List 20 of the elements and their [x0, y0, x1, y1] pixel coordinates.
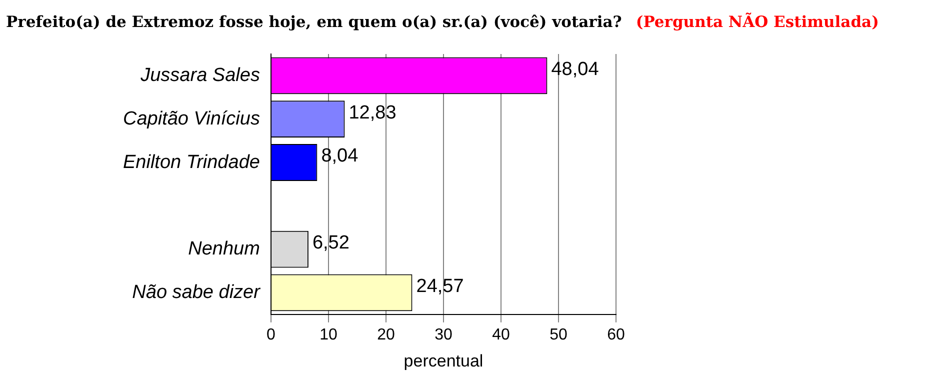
data-label: 24,57	[416, 276, 464, 297]
chart-title: Prefeito(a) de Extremoz fosse hoje, em quem o(a) sr.(a) (você) votaria?	[6, 12, 622, 31]
x-tick-label: 40	[492, 326, 510, 344]
data-label: 8,04	[321, 146, 359, 167]
data-label: 12,83	[348, 102, 396, 124]
x-axis-title: percentual	[404, 351, 484, 370]
y-tick-label: Nenhum	[188, 238, 260, 260]
data-label: 48,04	[551, 58, 600, 80]
x-tick-label: 10	[320, 326, 338, 344]
y-tick-label: Enilton Trindade	[123, 152, 260, 173]
x-tick-label: 30	[434, 326, 452, 344]
x-tick-label: 60	[607, 326, 625, 344]
data-label: 6,52	[312, 232, 350, 254]
x-tick-label: 50	[550, 326, 568, 344]
x-tick-label: 20	[377, 326, 395, 344]
y-tick-label: Jussara Sales	[140, 64, 260, 86]
text: (Pergunta NÃO Estimulada)	[636, 12, 879, 31]
y-tick-label: Não sabe dizer	[132, 282, 261, 303]
x-tick-label: 0	[266, 326, 276, 344]
y-tick-label: Capitão Vinícius	[123, 108, 260, 130]
